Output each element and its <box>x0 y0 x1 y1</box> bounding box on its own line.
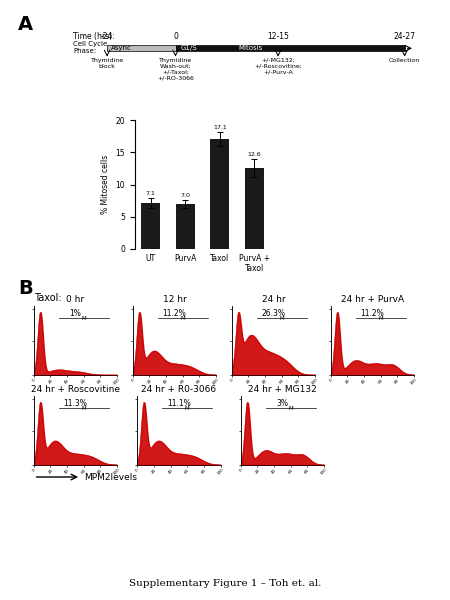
Text: 11.3%: 11.3% <box>63 400 87 409</box>
Text: 11.2%: 11.2% <box>360 310 384 319</box>
Text: 24 hr + PurvA: 24 hr + PurvA <box>341 295 404 304</box>
Text: 24 hr: 24 hr <box>261 295 285 304</box>
Text: 7.0: 7.0 <box>180 193 190 198</box>
Text: 0 hr: 0 hr <box>66 295 85 304</box>
Y-axis label: % Mitosed cells: % Mitosed cells <box>101 155 110 214</box>
Text: A: A <box>18 15 33 34</box>
Text: 24 hr + R0-3066: 24 hr + R0-3066 <box>141 385 216 394</box>
Text: Thymidine
Wash-out;
+/-Taxol;
+/-RO-3066: Thymidine Wash-out; +/-Taxol; +/-RO-3066 <box>157 58 194 80</box>
Text: B: B <box>18 279 33 298</box>
Text: 11.2%: 11.2% <box>162 310 186 319</box>
Text: Taxol:: Taxol: <box>34 293 61 303</box>
Text: Async: Async <box>111 46 131 52</box>
Text: 12 hr: 12 hr <box>162 295 186 304</box>
Text: Mitosis: Mitosis <box>238 46 263 52</box>
Text: 17.1: 17.1 <box>213 125 227 130</box>
Bar <box>176 46 405 52</box>
Text: M: M <box>81 316 86 321</box>
Text: M: M <box>81 406 86 411</box>
Text: 12-15: 12-15 <box>267 32 289 41</box>
Text: -24: -24 <box>101 32 113 41</box>
Text: G1/S: G1/S <box>180 46 197 52</box>
Text: M: M <box>279 316 284 321</box>
Text: 26.3%: 26.3% <box>261 310 285 319</box>
Text: 12.6: 12.6 <box>248 152 261 157</box>
Bar <box>176 204 195 249</box>
Text: 0: 0 <box>173 32 178 41</box>
Text: MPM2levels: MPM2levels <box>84 473 137 481</box>
Bar <box>245 168 264 249</box>
Text: M: M <box>378 316 383 321</box>
Text: Collection: Collection <box>389 58 420 63</box>
Text: 7.1: 7.1 <box>146 191 156 196</box>
Text: 24 hr + MG132: 24 hr + MG132 <box>248 385 317 394</box>
Text: 1%: 1% <box>69 310 81 319</box>
Text: 24 hr + Roscovitine: 24 hr + Roscovitine <box>31 385 120 394</box>
Text: 11.1%: 11.1% <box>167 400 191 409</box>
Bar <box>107 46 176 52</box>
Text: Supplementary Figure 1 – Toh et. al.: Supplementary Figure 1 – Toh et. al. <box>129 579 321 588</box>
Text: 24-27: 24-27 <box>394 32 416 41</box>
Text: M: M <box>288 406 293 411</box>
Text: +/-MG132;
+/-Roscovitine;
+/-Purv-A: +/-MG132; +/-Roscovitine; +/-Purv-A <box>254 58 302 74</box>
Bar <box>141 203 160 249</box>
Text: Thymidine
block: Thymidine block <box>90 58 124 68</box>
Text: M: M <box>180 316 185 321</box>
Text: 3%: 3% <box>276 400 288 409</box>
Text: M: M <box>185 406 189 411</box>
Bar <box>210 139 230 249</box>
Text: Cell Cycle
Phase:: Cell Cycle Phase: <box>73 41 107 54</box>
Text: Time (hrs):: Time (hrs): <box>73 32 114 41</box>
